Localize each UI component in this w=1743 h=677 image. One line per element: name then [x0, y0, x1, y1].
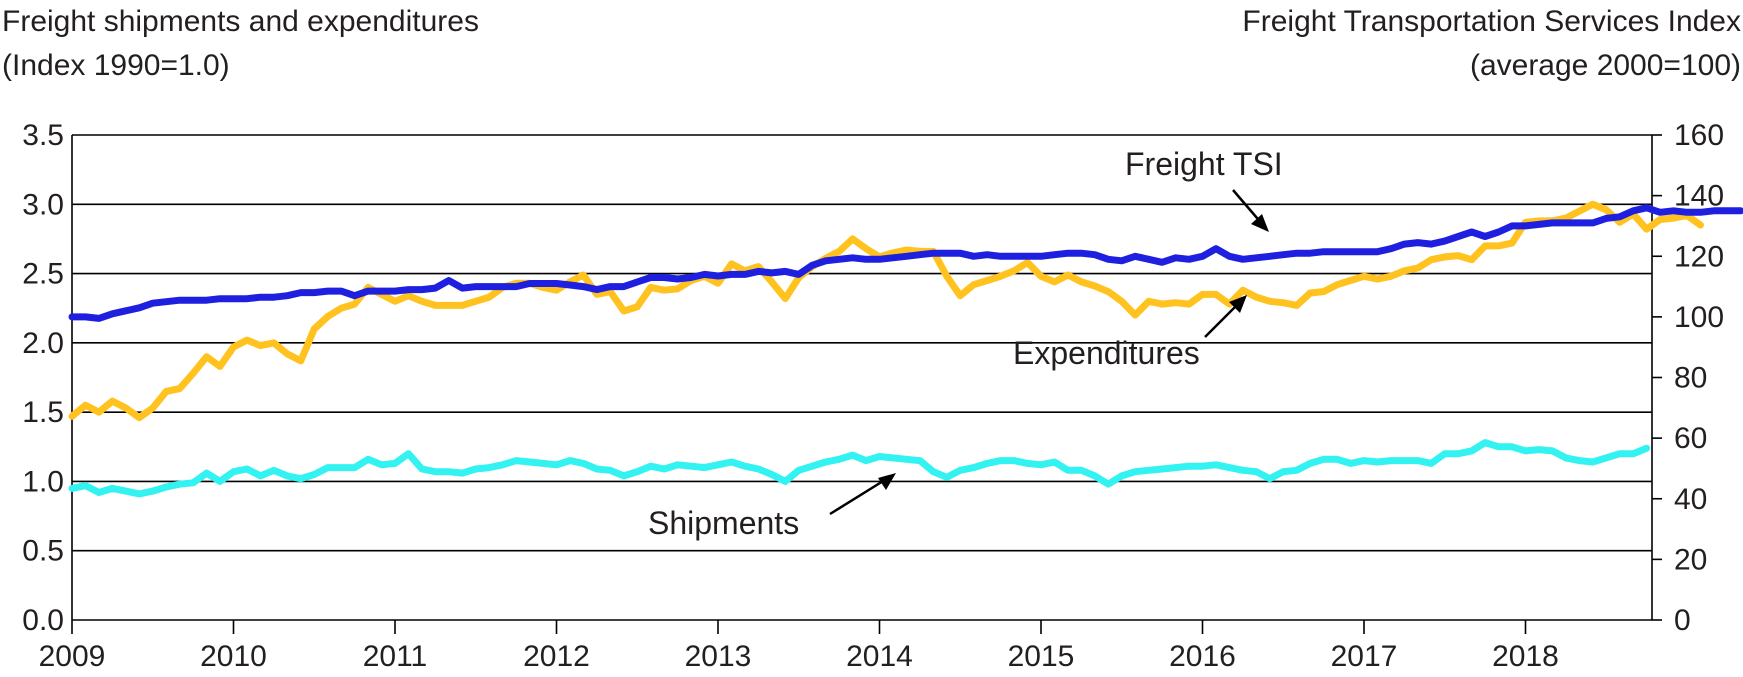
series-line-shipments — [68, 439, 1651, 498]
x-tick-label: 2011 — [363, 640, 428, 673]
left-axis-title-line-2: (Index 1990=1.0) — [2, 49, 230, 82]
right-tick-label: 0 — [1674, 604, 1691, 637]
right-tick-label: 20 — [1674, 543, 1707, 576]
annotation-arrowhead-tsi — [1251, 214, 1269, 232]
annotation-arrow-expenditures — [1204, 301, 1241, 338]
x-tick-label: 2015 — [1008, 640, 1075, 673]
annotation-shipments: Shipments — [648, 505, 799, 541]
annotation-arrow-shipments — [829, 476, 889, 516]
x-tick-label: 2010 — [200, 640, 267, 673]
right-tick-label: 120 — [1674, 240, 1724, 273]
annotation-arrowhead-shipments — [878, 473, 896, 490]
x-tick-label: 2017 — [1331, 640, 1398, 673]
right-tick-label: 40 — [1674, 483, 1707, 516]
x-tick-label: 2009 — [39, 640, 106, 673]
annotation-expenditures: Expenditures — [1013, 335, 1200, 371]
left-axis-title: Freight shipments and expenditures (Inde… — [2, 0, 479, 88]
left-axis-title-line-1: Freight shipments and expenditures — [2, 5, 479, 38]
annotation-layer: Freight TSI Expenditures Shipments — [648, 146, 1283, 541]
right-axis-title-line-2: (average 2000=100) — [1469, 49, 1741, 82]
left-tick-label: 0.5 — [22, 535, 64, 568]
series-layer — [68, 200, 1743, 498]
left-tick-label: 1.5 — [22, 396, 64, 429]
right-tick-label: 60 — [1674, 422, 1707, 455]
grid-layer — [72, 134, 1652, 621]
series-line-tsi — [68, 204, 1743, 322]
right-axis-title: Freight Transportation Services Index (a… — [1242, 0, 1741, 88]
series-line-expenditures — [68, 200, 1704, 422]
left-tick-label: 2.0 — [22, 327, 64, 360]
x-tick-label: 2018 — [1492, 640, 1559, 673]
left-tick-label: 2.5 — [22, 258, 64, 291]
right-axis-title-line-1: Freight Transportation Services Index — [1242, 5, 1741, 38]
left-tick-label: 1.0 — [22, 465, 64, 498]
annotation-arrowhead-expenditures — [1229, 295, 1247, 313]
left-tick-label: 3.5 — [22, 119, 64, 152]
right-tick-label: 160 — [1674, 119, 1724, 152]
x-tick-label: 2013 — [685, 640, 752, 673]
right-tick-label: 80 — [1674, 362, 1707, 395]
x-tick-label: 2014 — [846, 640, 913, 673]
right-tick-label: 100 — [1674, 301, 1724, 334]
axis-layer: 0.0 0.5 1.0 1.5 2.0 2.5 3.0 3.5 0 20 40 60 80 100 120 1… — [22, 119, 1724, 673]
x-tick-label: 2016 — [1169, 640, 1236, 673]
annotation-freight-tsi: Freight TSI — [1125, 146, 1283, 182]
right-tick-label: 140 — [1674, 180, 1724, 213]
left-tick-label: 0.0 — [22, 604, 64, 637]
x-tick-label: 2012 — [523, 640, 590, 673]
left-tick-label: 3.0 — [22, 188, 64, 221]
